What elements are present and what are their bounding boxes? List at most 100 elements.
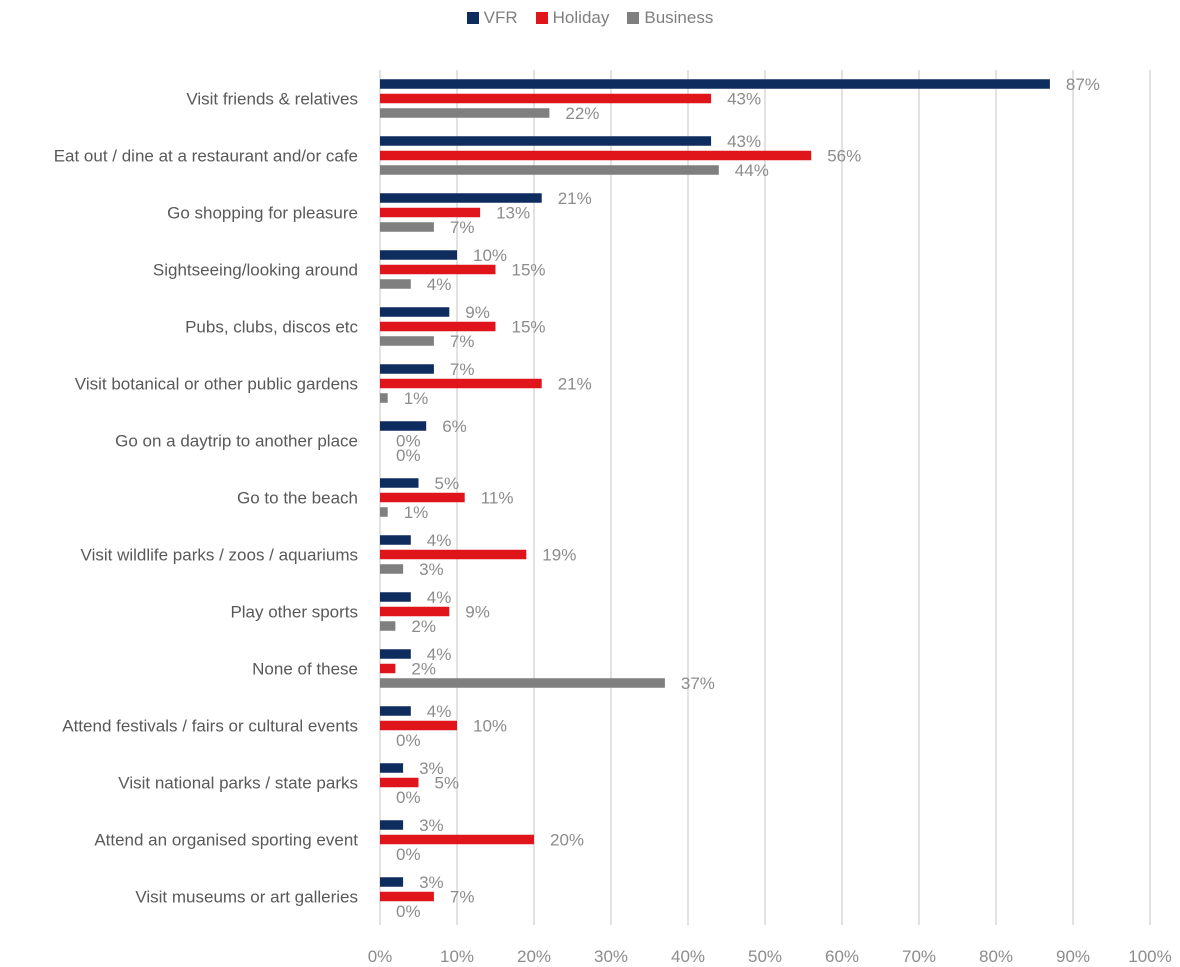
legend-label-holiday: Holiday <box>552 8 610 27</box>
category-label-go-to-the-beach: Go to the beach <box>237 489 358 508</box>
bar-holiday-attend-an-organised-sporting-event <box>380 834 534 845</box>
data-label-business-attend-an-organised-sporting-event: 0% <box>396 845 421 864</box>
bar-vfr-eat-out-dine-at-a-restaurant-and-or-cafe <box>380 136 712 146</box>
data-label-holiday-sightseeing-looking-around: 15% <box>512 261 546 280</box>
category-label-visit-wildlife-parks-zoos-aquariums: Visit wildlife parks / zoos / aquariums <box>81 546 358 565</box>
x-tick-label-0: 0% <box>368 947 393 966</box>
data-label-business-sightseeing-looking-around: 4% <box>427 275 452 294</box>
data-label-business-visit-national-parks-state-parks: 0% <box>396 788 421 807</box>
legend-swatch-holiday <box>535 12 548 24</box>
data-label-vfr-eat-out-dine-at-a-restaurant-and-or-cafe: 43% <box>727 132 761 151</box>
bar-holiday-visit-friends-relatives <box>380 93 712 104</box>
data-label-business-go-to-the-beach: 1% <box>404 503 429 522</box>
bar-holiday-visit-museums-or-art-galleries <box>380 891 434 902</box>
category-label-go-on-a-daytrip-to-another-place: Go on a daytrip to another place <box>115 432 358 451</box>
data-label-holiday-visit-national-parks-state-parks: 5% <box>435 774 460 793</box>
x-tick-label-90: 90% <box>1056 947 1090 966</box>
category-label-visit-friends-relatives: Visit friends & relatives <box>186 90 358 109</box>
data-label-vfr-visit-friends-relatives: 87% <box>1066 75 1100 94</box>
data-label-vfr-pubs-clubs-discos-etc: 9% <box>465 303 490 322</box>
x-tick-label-30: 30% <box>594 947 628 966</box>
category-label-attend-an-organised-sporting-event: Attend an organised sporting event <box>94 831 358 850</box>
legend-swatch-vfr <box>466 12 479 24</box>
category-label-pubs-clubs-discos-etc: Pubs, clubs, discos etc <box>185 318 358 337</box>
x-tick-label-80: 80% <box>979 947 1013 966</box>
bar-business-sightseeing-looking-around <box>380 279 411 289</box>
bar-vfr-visit-botanical-or-other-public-gardens <box>380 364 434 374</box>
data-label-vfr-go-to-the-beach: 5% <box>435 474 460 493</box>
bar-vfr-pubs-clubs-discos-etc <box>380 307 450 317</box>
bar-vfr-visit-museums-or-art-galleries <box>380 877 404 887</box>
data-label-holiday-attend-festivals-fairs-or-cultural-events: 10% <box>473 717 507 736</box>
bar-vfr-play-other-sports <box>380 592 411 602</box>
bar-business-visit-wildlife-parks-zoos-aquariums <box>380 564 404 574</box>
data-label-holiday-play-other-sports: 9% <box>465 603 490 622</box>
bar-business-none-of-these <box>380 678 665 688</box>
data-label-vfr-visit-wildlife-parks-zoos-aquariums: 4% <box>427 531 452 550</box>
data-label-vfr-go-shopping-for-pleasure: 21% <box>558 189 592 208</box>
data-label-business-visit-botanical-or-other-public-gardens: 1% <box>404 389 429 408</box>
data-label-holiday-visit-botanical-or-other-public-gardens: 21% <box>558 375 592 394</box>
data-label-vfr-visit-national-parks-state-parks: 3% <box>419 759 444 778</box>
data-label-holiday-attend-an-organised-sporting-event: 20% <box>550 831 584 850</box>
data-label-holiday-visit-museums-or-art-galleries: 7% <box>450 888 475 907</box>
bar-holiday-visit-wildlife-parks-zoos-aquariums <box>380 549 527 560</box>
category-label-none-of-these: None of these <box>252 660 358 679</box>
bar-business-go-to-the-beach <box>380 507 388 517</box>
data-label-holiday-visit-wildlife-parks-zoos-aquariums: 19% <box>542 546 576 565</box>
x-tick-label-50: 50% <box>748 947 782 966</box>
category-label-eat-out-dine-at-a-restaurant-and-or-cafe: Eat out / dine at a restaurant and/or ca… <box>54 147 358 166</box>
bar-holiday-go-to-the-beach <box>380 492 465 503</box>
data-label-business-go-shopping-for-pleasure: 7% <box>450 218 475 237</box>
category-label-go-shopping-for-pleasure: Go shopping for pleasure <box>167 204 358 223</box>
data-label-business-pubs-clubs-discos-etc: 7% <box>450 332 475 351</box>
legend-swatch-business <box>627 12 640 24</box>
bar-holiday-visit-national-parks-state-parks <box>380 777 419 788</box>
data-label-vfr-sightseeing-looking-around: 10% <box>473 246 507 265</box>
bar-vfr-attend-an-organised-sporting-event <box>380 820 404 830</box>
bar-holiday-eat-out-dine-at-a-restaurant-and-or-cafe <box>380 150 812 161</box>
data-label-business-visit-wildlife-parks-zoos-aquariums: 3% <box>419 560 444 579</box>
data-label-vfr-play-other-sports: 4% <box>427 588 452 607</box>
x-tick-label-100: 100% <box>1128 947 1171 966</box>
bar-vfr-go-to-the-beach <box>380 478 419 488</box>
data-label-holiday-go-on-a-daytrip-to-another-place: 0% <box>396 432 421 451</box>
category-label-sightseeing-looking-around: Sightseeing/looking around <box>153 261 358 280</box>
x-tick-label-20: 20% <box>517 947 551 966</box>
data-label-holiday-go-shopping-for-pleasure: 13% <box>496 204 530 223</box>
data-label-vfr-none-of-these: 4% <box>427 645 452 664</box>
bar-business-play-other-sports <box>380 621 396 631</box>
data-label-vfr-visit-museums-or-art-galleries: 3% <box>419 873 444 892</box>
chart-legend: VFR Holiday Business <box>0 8 1180 28</box>
data-label-business-go-on-a-daytrip-to-another-place: 0% <box>396 446 421 465</box>
data-label-holiday-go-to-the-beach: 11% <box>481 489 514 508</box>
bar-holiday-none-of-these <box>380 663 396 674</box>
data-label-vfr-attend-festivals-fairs-or-cultural-events: 4% <box>427 702 452 721</box>
data-label-business-eat-out-dine-at-a-restaurant-and-or-cafe: 44% <box>735 161 769 180</box>
legend-label-business: Business <box>644 8 714 27</box>
bar-holiday-visit-botanical-or-other-public-gardens <box>380 378 542 389</box>
bar-holiday-pubs-clubs-discos-etc <box>380 321 496 332</box>
category-label-visit-botanical-or-other-public-gardens: Visit botanical or other public gardens <box>75 375 358 394</box>
bar-vfr-visit-wildlife-parks-zoos-aquariums <box>380 535 411 545</box>
data-label-holiday-eat-out-dine-at-a-restaurant-and-or-cafe: 56% <box>827 147 861 166</box>
bar-vfr-sightseeing-looking-around <box>380 250 457 260</box>
x-tick-label-60: 60% <box>825 947 859 966</box>
legend-label-vfr: VFR <box>483 8 518 27</box>
bar-vfr-visit-national-parks-state-parks <box>380 763 404 773</box>
data-label-holiday-none-of-these: 2% <box>411 660 436 679</box>
data-label-business-visit-friends-relatives: 22% <box>565 104 599 123</box>
data-label-holiday-visit-friends-relatives: 43% <box>727 90 761 109</box>
bar-holiday-attend-festivals-fairs-or-cultural-events <box>380 720 457 731</box>
data-label-vfr-go-on-a-daytrip-to-another-place: 6% <box>442 417 467 436</box>
bar-business-eat-out-dine-at-a-restaurant-and-or-cafe <box>380 165 719 175</box>
bar-business-go-shopping-for-pleasure <box>380 222 434 232</box>
x-tick-label-10: 10% <box>440 947 474 966</box>
data-label-holiday-pubs-clubs-discos-etc: 15% <box>512 318 546 337</box>
bar-vfr-go-on-a-daytrip-to-another-place <box>380 421 427 431</box>
category-label-visit-museums-or-art-galleries: Visit museums or art galleries <box>135 888 358 907</box>
bar-holiday-go-shopping-for-pleasure <box>380 207 481 218</box>
data-label-business-visit-museums-or-art-galleries: 0% <box>396 902 421 921</box>
category-label-attend-festivals-fairs-or-cultural-events: Attend festivals / fairs or cultural eve… <box>62 717 358 736</box>
